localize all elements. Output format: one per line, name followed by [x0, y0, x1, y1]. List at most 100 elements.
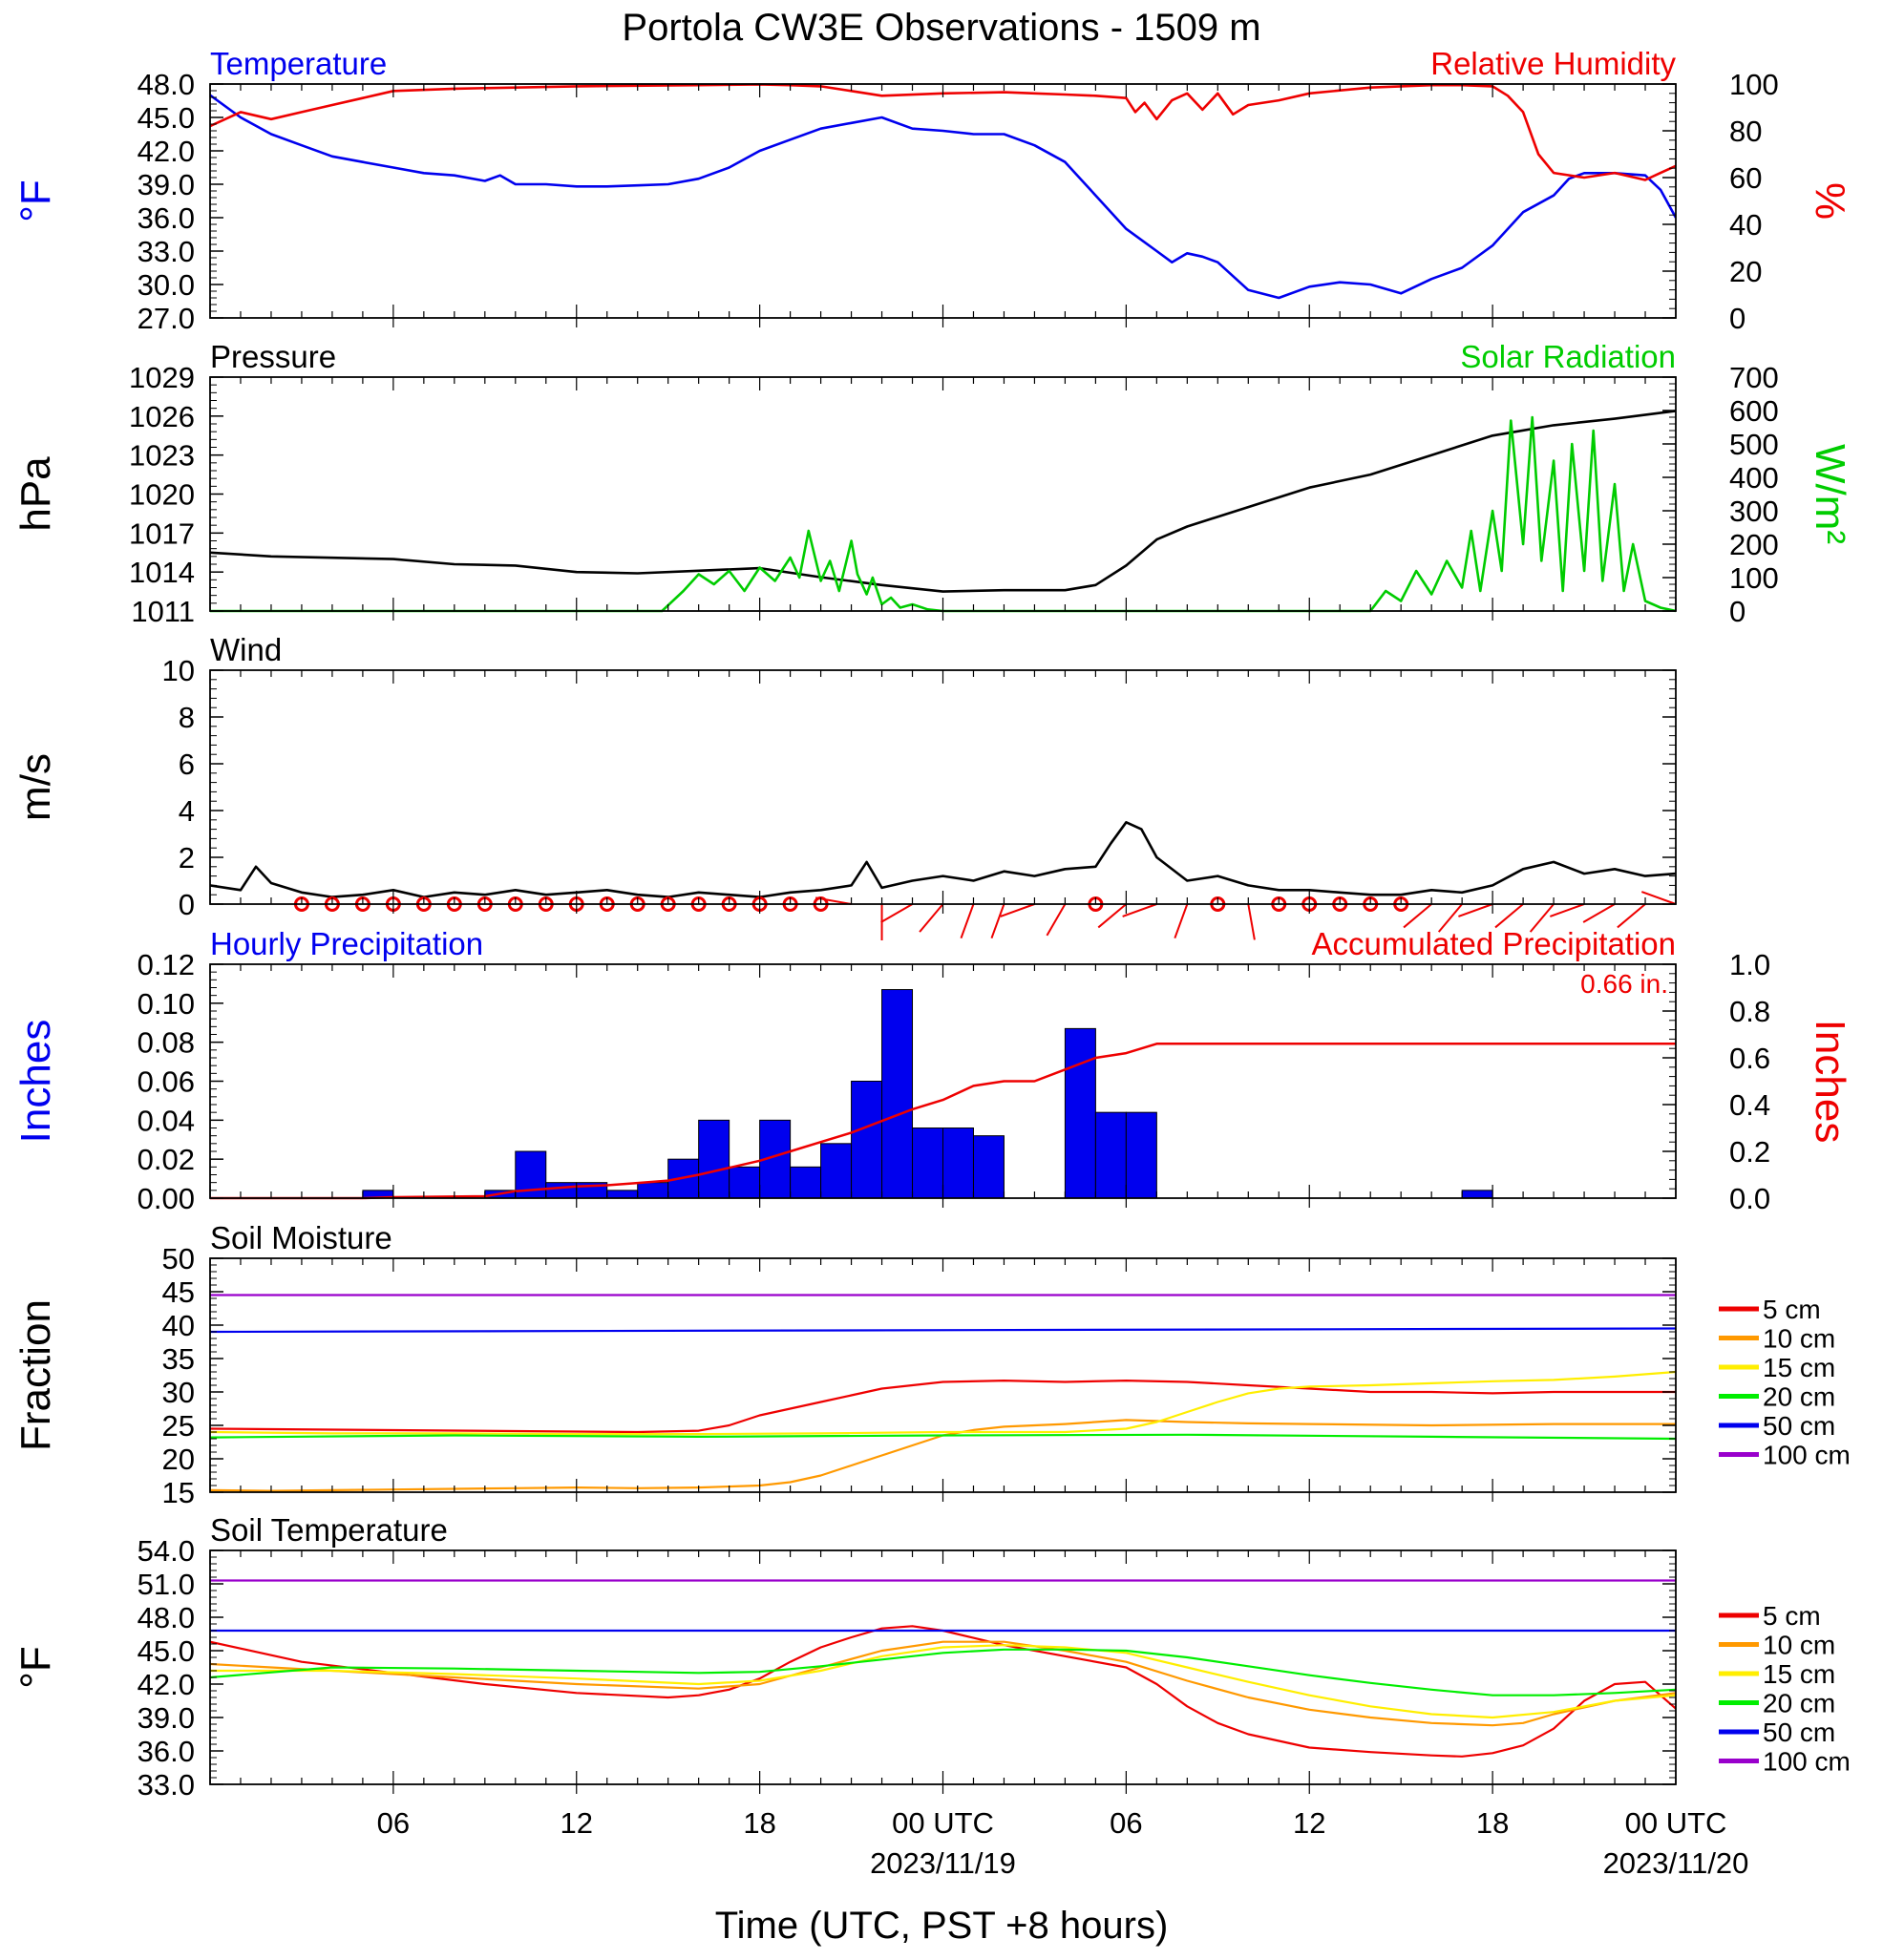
panel-data [210, 1579, 1676, 1758]
legend-label: 5 cm [1763, 1295, 1821, 1324]
y-tick-label-right: 100 [1729, 68, 1779, 101]
precip-bar [729, 1166, 761, 1199]
wind-barb [1174, 903, 1189, 939]
y-tick-label-left: 20 [162, 1443, 195, 1476]
y-tick-label-left: 10 [162, 654, 195, 687]
y-tick-label-left: 0.10 [138, 987, 195, 1021]
y-tick-label-left: 27.0 [138, 302, 195, 335]
y-tick-label-right: 80 [1729, 115, 1762, 148]
precip-bar [545, 1182, 578, 1199]
y-axis-label-left: °F [12, 1646, 59, 1688]
series-line-relative-humidity [210, 83, 1676, 181]
precip-bar [851, 1081, 883, 1199]
y-tick-label-left: 1011 [131, 595, 195, 628]
panel-title-left: Wind [210, 632, 282, 667]
wind-barb [1640, 891, 1677, 905]
y-tick-label-right: 0.2 [1729, 1135, 1770, 1169]
y-axis-label-left: Inches [12, 1020, 59, 1144]
wind-barb [1458, 903, 1493, 917]
precip-bar [912, 1128, 943, 1199]
precip-bar [820, 1143, 853, 1199]
legend-label: 20 cm [1763, 1382, 1835, 1412]
panel-soil_temp: Soil Temperature °F 54.051.048.045.042.039… [12, 1512, 1851, 1802]
legend-label: 15 cm [1763, 1353, 1835, 1382]
y-tick-label-right: 1.0 [1729, 948, 1770, 981]
precip-bar [1461, 1190, 1493, 1199]
y-tick-label-left: 4 [179, 794, 195, 828]
y-tick-label-right: 40 [1729, 208, 1762, 242]
y-tick-label-left: 0.04 [138, 1104, 195, 1137]
wind-barb [1437, 903, 1463, 933]
precip-bar [790, 1166, 822, 1199]
series-line-15-cm [210, 1644, 1676, 1719]
y-tick-label-left: 2 [179, 841, 195, 875]
wind-barb [815, 896, 852, 905]
wind-barb [1247, 903, 1256, 940]
x-tick-label: 06 [377, 1806, 410, 1840]
panels: Temperature Relative Humidity°F %48.045.04… [12, 46, 1853, 1802]
precip-bar [972, 1135, 1005, 1199]
y-tick-label-right: 0.0 [1729, 1182, 1770, 1215]
y-tick-label-right: 60 [1729, 161, 1762, 195]
panel-frame [209, 83, 1677, 319]
x-tick-label: 12 [561, 1806, 593, 1840]
panel-press_solar: Pressure Solar Radiation hPa W/m² 1029 1026 10… [12, 339, 1853, 628]
series-line-pressure [210, 410, 1676, 593]
x-tick-label: 00 UTC [892, 1806, 994, 1840]
y-axis-label-right: Inches [1807, 1020, 1853, 1144]
panel-wind: Wind m/s 10 8 6 4 2 0 [12, 632, 1677, 940]
y-tick-label-right: 200 [1729, 528, 1779, 561]
wind-barb [1550, 903, 1585, 917]
y-tick-label-right: 600 [1729, 394, 1779, 428]
precip-bar [881, 989, 914, 1199]
series-line-5-cm [210, 1379, 1676, 1434]
y-tick-label-left: 1014 [129, 556, 195, 589]
x-tick-label: 00 UTC [1625, 1806, 1727, 1840]
series-line-solar-radiation [210, 415, 1676, 613]
y-tick-label-left: 40 [162, 1309, 195, 1342]
y-tick-label-left: 39.0 [138, 1701, 195, 1735]
y-tick-label-left: 0.06 [138, 1065, 195, 1099]
panel-precip: Hourly Precipitation Accumulated Precipit… [12, 926, 1853, 1215]
y-tick-label-right: 0.6 [1729, 1042, 1770, 1075]
wind-barb [880, 903, 914, 923]
precip-bar [606, 1190, 639, 1199]
y-tick-label-left: 30.0 [138, 268, 195, 302]
y-tick-label-right: 500 [1729, 428, 1779, 461]
wind-barb [1097, 903, 1128, 929]
y-tick-label-left: 30 [162, 1376, 195, 1409]
panel-data [210, 820, 1676, 898]
panel-title-right: Solar Radiation [1460, 339, 1676, 374]
series-line-20-cm [210, 1648, 1676, 1697]
panel-title-left: Hourly Precipitation [210, 926, 483, 961]
y-axis-label-right: W/m² [1807, 444, 1853, 544]
series-line-15-cm [210, 1370, 1676, 1436]
y-tick-label-left: 1023 [129, 439, 195, 473]
wind-barb [1046, 903, 1067, 937]
series-line-wind-speed [210, 820, 1676, 898]
y-tick-label-left: 1020 [129, 478, 195, 512]
accumulated-precip-line [210, 1043, 1676, 1200]
y-tick-label-right: 0.4 [1729, 1088, 1770, 1122]
legend-label: 100 cm [1763, 1747, 1851, 1777]
series-line-50-cm [210, 1327, 1676, 1334]
legend-label: 20 cm [1763, 1689, 1835, 1718]
y-tick-label-left: 1017 [129, 516, 195, 550]
panel-title-left: Soil Moisture [210, 1220, 392, 1255]
y-tick-label-left: 51.0 [138, 1568, 195, 1601]
wind-barb [1494, 903, 1524, 929]
panel-title-left: Soil Temperature [210, 1512, 448, 1548]
y-axis-label-left: °F [12, 179, 59, 221]
y-tick-label-right: 300 [1729, 495, 1779, 528]
wind-barb [1529, 903, 1555, 933]
panel-temp_rh: Temperature Relative Humidity°F %48.045.04… [12, 46, 1853, 335]
x-axis: 06 12 18 00 UTC 2023/11/19 06 12 18 00 UTC 2023/1… [377, 1806, 1749, 1880]
y-tick-label-left: 39.0 [138, 168, 195, 201]
y-tick-label-left: 42.0 [138, 135, 195, 168]
y-tick-label-left: 54.0 [138, 1534, 195, 1568]
precip-bar [1064, 1027, 1096, 1199]
y-tick-label-right: 100 [1729, 561, 1779, 595]
y-tick-label-left: 45.0 [138, 101, 195, 135]
y-tick-label-left: 0 [179, 888, 195, 921]
wind-barb [960, 903, 975, 939]
